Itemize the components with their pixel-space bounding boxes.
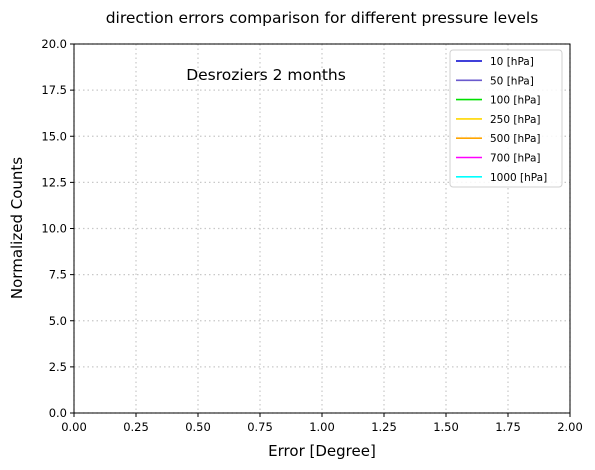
x-tick-label: 1.50 [433,420,459,434]
x-tick-label: 0.75 [247,420,273,434]
x-tick-label: 1.25 [371,420,397,434]
y-axis-label: Normalized Counts [8,157,26,299]
x-tick-label: 0.25 [123,420,149,434]
chart-annotation: Desroziers 2 months [186,66,346,84]
x-tick-label: 2.00 [557,420,583,434]
legend-label: 100 [hPa] [490,95,541,107]
x-axis-ticks: 0.00 0.25 0.50 0.75 1.00 1.25 1.50 1.75 2.00 [61,413,583,434]
y-tick-label: 10.0 [41,222,67,236]
legend: 10 [hPa] 50 [hPa] 100 [hPa] 250 [hPa] 500 [h… [449,49,563,188]
x-tick-label: 1.00 [309,420,335,434]
y-tick-label: 15.0 [41,129,67,143]
legend-label: 10 [hPa] [490,56,534,68]
legend-label: 1000 [hPa] [490,172,547,184]
x-axis-label: Error [Degree] [268,442,376,460]
legend-label: 500 [hPa] [490,133,541,145]
y-tick-label: 7.5 [49,268,67,282]
y-axis-ticks: 0.0 2.5 5.0 7.5 10.0 12.5 15.0 17.5 20.0 [41,37,74,420]
x-tick-label: 0.00 [61,420,87,434]
y-tick-label: 12.5 [41,175,67,189]
x-tick-label: 0.50 [185,420,211,434]
y-tick-label: 2.5 [49,360,67,374]
x-tick-label: 1.75 [495,420,521,434]
y-tick-label: 0.0 [49,406,67,420]
y-tick-label: 5.0 [49,314,67,328]
y-tick-label: 17.5 [41,83,67,97]
legend-label: 700 [hPa] [490,153,541,165]
legend-box [449,49,563,188]
legend-label: 50 [hPa] [490,75,534,87]
legend-label: 250 [hPa] [490,114,541,126]
chart-title: direction errors comparison for differen… [106,9,539,27]
y-tick-label: 20.0 [41,37,67,51]
